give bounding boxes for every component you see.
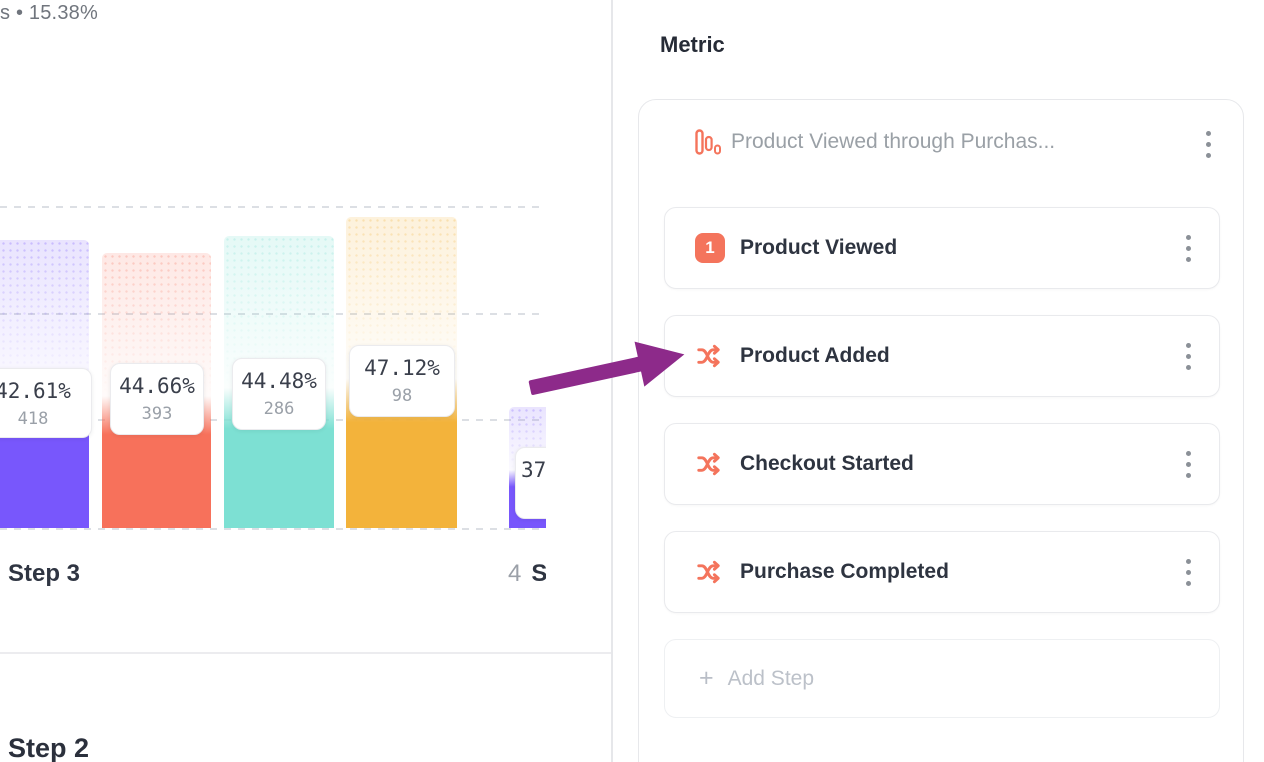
bar-pct: 44.48% (241, 369, 317, 393)
bar-value-label: 47.12% 98 (349, 345, 455, 417)
metric-card-header[interactable]: Product Viewed through Purchas... (639, 100, 1243, 190)
chart-panel: s • 15.38% 42.61% 418 44.66% 393 44.48% (0, 0, 611, 762)
bar-value-label: 44.66% 393 (110, 363, 204, 435)
shuffle-icon (695, 341, 725, 371)
step-row-product-viewed[interactable]: 1 Product Viewed (664, 207, 1220, 289)
step-kebab-menu-icon[interactable] (1186, 234, 1191, 262)
x-axis-label-step3: Step 3 (8, 560, 80, 588)
add-step-button[interactable]: + Add Step (664, 639, 1220, 718)
step-label: Product Added (740, 344, 890, 367)
step-label: Product Viewed (740, 236, 898, 259)
step-label: Purchase Completed (740, 560, 949, 583)
section-heading-step2: Step 2 (8, 733, 90, 762)
bar-count: 98 (391, 386, 413, 406)
shuffle-icon (695, 449, 725, 479)
step-label: Checkout Started (740, 452, 914, 475)
bar-value-label: 42.61% 418 (0, 368, 92, 438)
metric-card: Product Viewed through Purchas... 1 Prod… (638, 99, 1244, 762)
metric-name: Product Viewed through Purchas... (731, 130, 1056, 153)
bar-pct: 47.12% (364, 356, 440, 380)
step-kebab-menu-icon[interactable] (1186, 450, 1191, 478)
step-row-checkout-started[interactable]: Checkout Started (664, 423, 1220, 505)
step-row-purchase-completed[interactable]: Purchase Completed (664, 531, 1220, 613)
plus-icon: + (699, 664, 714, 692)
gridline (0, 206, 546, 208)
axis-label-partial: S (531, 560, 546, 587)
gridline-baseline (0, 528, 546, 530)
step-row-product-added[interactable]: Product Added (664, 315, 1220, 397)
conversion-summary-text: s • 15.38% (0, 2, 98, 24)
bar-pct: 42.61% (0, 379, 71, 403)
funnel-chart-icon (694, 128, 722, 156)
bar-pct: 44.66% (119, 374, 195, 398)
bar-count: 393 (141, 404, 173, 424)
bar-count: 418 (17, 409, 49, 429)
shuffle-icon (695, 557, 725, 587)
axis-label-prefix: 4 (508, 560, 522, 587)
bar-value-label-clipped: 37 (515, 447, 546, 519)
step-number: 1 (695, 233, 725, 263)
add-step-label: Add Step (727, 666, 815, 690)
metric-panel: Metric Product Viewed through Purchas...… (613, 0, 1264, 762)
bar-count: 286 (263, 399, 295, 419)
step-number-badge: 1 (695, 233, 725, 263)
bar-pct: 37 (521, 458, 546, 482)
funnel-chart: s • 15.38% 42.61% 418 44.66% 393 44.48% (0, 0, 546, 632)
section-divider (0, 652, 611, 654)
metric-panel-title: Metric (660, 32, 725, 57)
step-kebab-menu-icon[interactable] (1186, 342, 1191, 370)
axis-label-text: Step 3 (8, 560, 81, 587)
step-kebab-menu-icon[interactable] (1186, 558, 1191, 586)
bar-value-label: 44.48% 286 (232, 358, 326, 430)
metric-kebab-menu-icon[interactable] (1206, 131, 1211, 158)
